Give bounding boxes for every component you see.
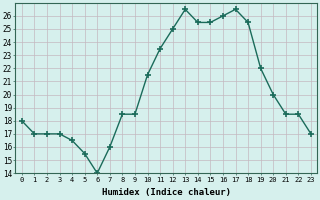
X-axis label: Humidex (Indice chaleur): Humidex (Indice chaleur) [102, 188, 231, 197]
